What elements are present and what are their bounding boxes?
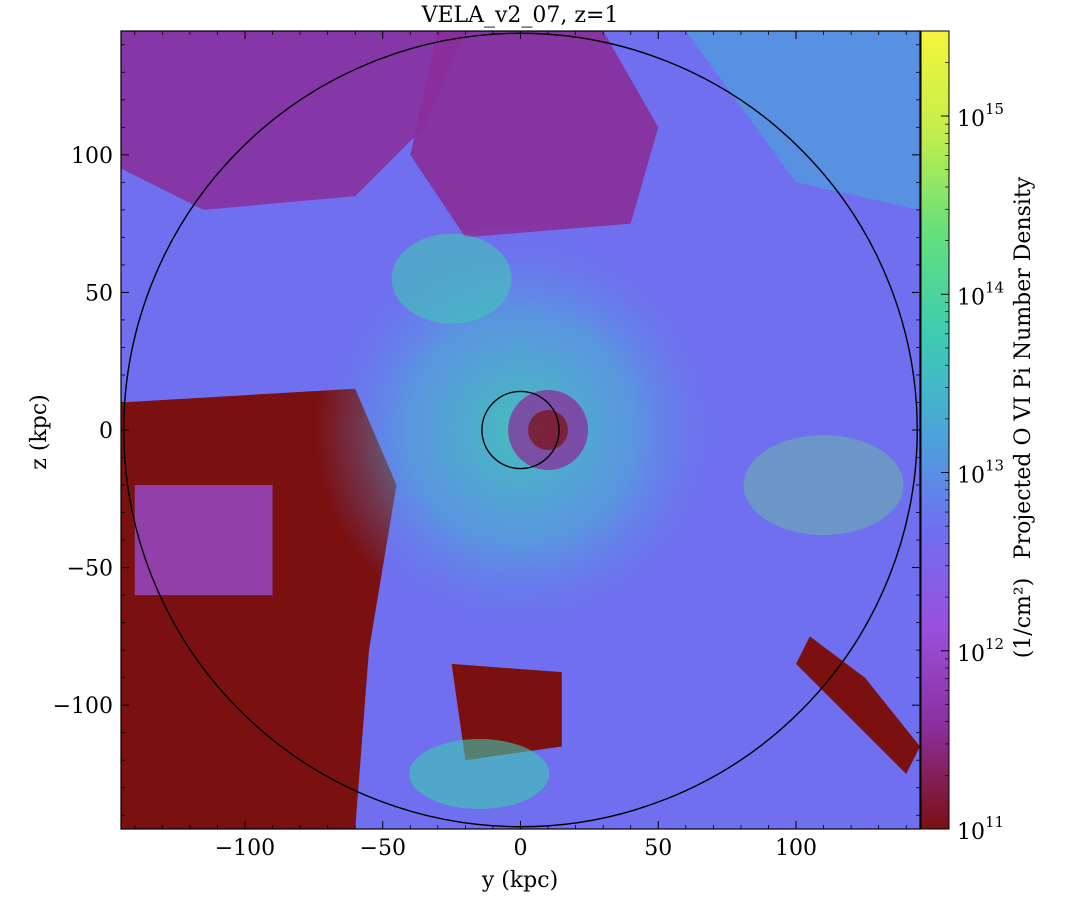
x-tick-label: −100 xyxy=(215,836,275,861)
high-density-region xyxy=(685,31,920,210)
overlay-circle-2 xyxy=(481,390,560,470)
high-density-region xyxy=(743,435,904,536)
colorbar-tick-exponent: 14 xyxy=(985,278,1004,296)
heatmap-plot-area xyxy=(120,30,921,830)
x-tick-label: −50 xyxy=(360,836,406,861)
y-tick-label: 50 xyxy=(85,281,113,306)
colorbar-tick-label: 1015 xyxy=(957,100,1004,132)
x-tick-label: 100 xyxy=(775,836,817,861)
low-density-region xyxy=(121,31,466,210)
low-density-region xyxy=(451,663,562,761)
low-density-region xyxy=(134,485,273,596)
x-axis-title: y (kpc) xyxy=(481,868,558,893)
y-tick-label: 0 xyxy=(99,419,113,444)
y-axis: −100 −50 0 50 100 xyxy=(53,44,920,816)
colorbar-gradient xyxy=(921,31,949,829)
y-tick-label: −50 xyxy=(67,557,113,582)
colorbar-tick-exponent: 12 xyxy=(985,635,1004,653)
colorbar-tick-label: 1013 xyxy=(957,457,1004,489)
colorbar-unit: (1/cm²) xyxy=(1011,578,1036,659)
colorbar-tick-label: 1011 xyxy=(957,813,1004,845)
chart-title: VELA_v2_07, z=1 xyxy=(421,3,619,28)
colorbar-label: Projected O VI Pi Number Density (1/cm²) xyxy=(1011,176,1036,658)
colorbar-tick-exponent: 11 xyxy=(985,813,1004,831)
colorbar: 1011 1012 1013 1014 1015 xyxy=(920,30,1004,845)
y-axis-title: z (kpc) xyxy=(27,394,52,470)
y-tick-label: −100 xyxy=(53,694,113,719)
colorbar-tick-exponent: 15 xyxy=(985,100,1004,118)
x-tick-label: 50 xyxy=(644,836,672,861)
colorbar-tick-label: 1014 xyxy=(957,278,1004,310)
galaxy-core xyxy=(528,410,569,450)
high-density-region xyxy=(391,233,512,324)
high-density-region xyxy=(409,738,550,809)
x-axis: −100 −50 0 50 100 xyxy=(134,31,907,861)
x-tick-label: 0 xyxy=(514,836,528,861)
colorbar-tick-label: 1012 xyxy=(957,635,1004,667)
heatmap-image xyxy=(121,31,920,829)
low-density-region xyxy=(410,31,659,238)
colorbar-tick-exponent: 13 xyxy=(985,457,1004,475)
colorbar-title: Projected O VI Pi Number Density xyxy=(1011,176,1036,559)
colorbar-frame xyxy=(920,30,950,830)
y-tick-label: 100 xyxy=(71,144,113,169)
low-density-region xyxy=(796,636,920,774)
